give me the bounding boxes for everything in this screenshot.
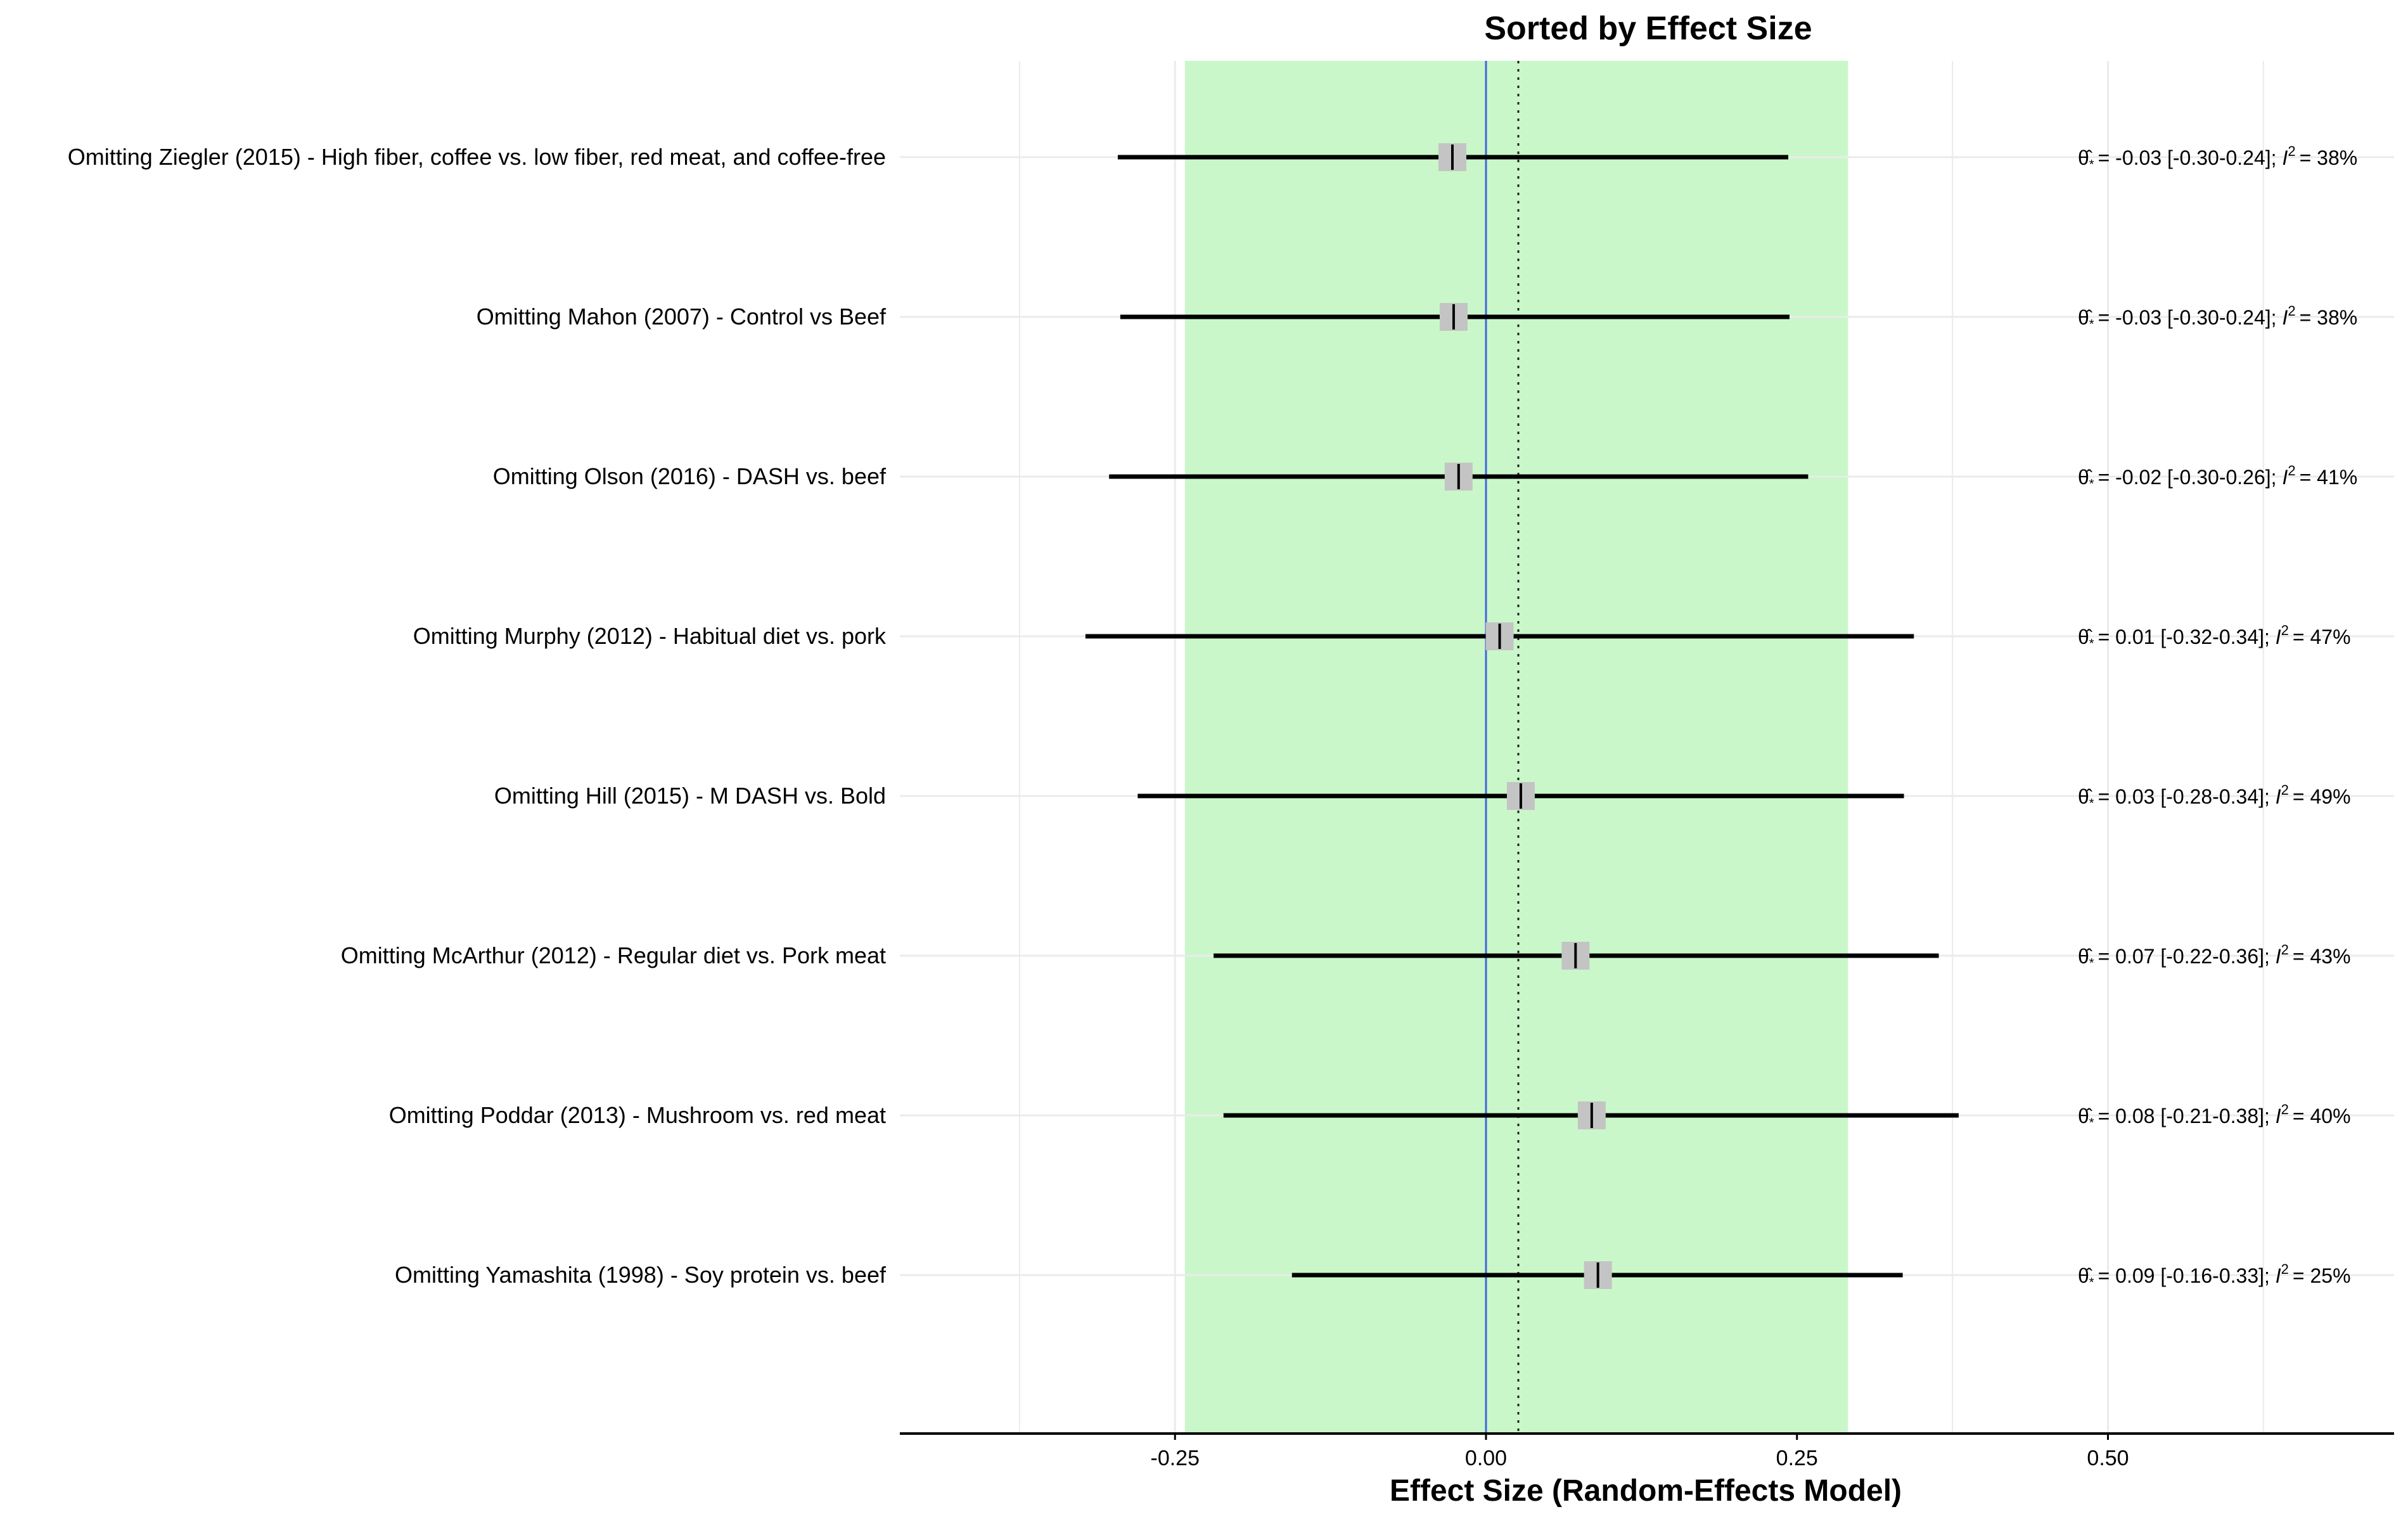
x-tick-label: -0.25 xyxy=(1151,1446,1200,1470)
chart-title: Sorted by Effect Size xyxy=(1484,10,1812,47)
x-axis-ticks: -0.25 0.00 0.25 0.50 xyxy=(1151,1434,2129,1470)
estimate-annotation: θ̂* = -0.03 [-0.30-0.24]; I2 = 38% xyxy=(2078,143,2357,172)
study-row: Omitting Mahon (2007) - Control vs Beef θ… xyxy=(477,303,2357,331)
estimate-annotation: θ̂* = 0.03 [-0.28-0.34]; I2 = 49% xyxy=(2078,782,2351,811)
x-axis-label: Effect Size (Random-Effects Model) xyxy=(1390,1474,1902,1508)
study-row: Omitting McArthur (2012) - Regular diet … xyxy=(341,942,2351,970)
study-label: Omitting Mahon (2007) - Control vs Beef xyxy=(477,304,887,330)
study-label: Omitting Olson (2016) - DASH vs. beef xyxy=(493,463,887,489)
study-row: Omitting Poddar (2013) - Mushroom vs. re… xyxy=(389,1101,2351,1130)
x-tick-label: 0.25 xyxy=(1776,1446,1818,1470)
study-label: Omitting Poddar (2013) - Mushroom vs. re… xyxy=(389,1102,886,1128)
estimate-annotation: θ̂* = -0.02 [-0.30-0.26]; I2 = 41% xyxy=(2078,463,2357,491)
estimate-annotation: θ̂* = 0.08 [-0.21-0.38]; I2 = 40% xyxy=(2078,1101,2351,1130)
estimate-annotation: θ̂* = 0.07 [-0.22-0.36]; I2 = 43% xyxy=(2078,942,2351,970)
study-label: Omitting Hill (2015) - M DASH vs. Bold xyxy=(494,783,886,809)
study-label: Omitting Ziegler (2015) - High fiber, co… xyxy=(68,144,886,170)
study-row: Omitting Hill (2015) - M DASH vs. Bold θ̂… xyxy=(494,782,2351,811)
estimate-annotation: θ̂* = 0.09 [-0.16-0.33]; I2 = 25% xyxy=(2078,1261,2351,1290)
pooled-ci-band xyxy=(1184,61,1848,1434)
study-label: Omitting Murphy (2012) - Habitual diet v… xyxy=(413,623,887,649)
estimate-annotation: θ̂* = 0.01 [-0.32-0.34]; I2 = 47% xyxy=(2078,622,2351,651)
study-label: Omitting McArthur (2012) - Regular diet … xyxy=(341,942,886,968)
study-rows: Omitting Ziegler (2015) - High fiber, co… xyxy=(68,143,2357,1290)
study-label: Omitting Yamashita (1998) - Soy protein … xyxy=(395,1262,887,1288)
x-tick-label: 0.00 xyxy=(1465,1446,1507,1470)
study-row: Omitting Ziegler (2015) - High fiber, co… xyxy=(68,143,2357,172)
study-row: Omitting Olson (2016) - DASH vs. beef θ̂*… xyxy=(493,463,2357,491)
study-row: Omitting Murphy (2012) - Habitual diet v… xyxy=(413,622,2351,651)
x-tick-label: 0.50 xyxy=(2087,1446,2129,1470)
estimate-annotation: θ̂* = -0.03 [-0.30-0.24]; I2 = 38% xyxy=(2078,303,2357,331)
study-row: Omitting Yamashita (1998) - Soy protein … xyxy=(395,1261,2351,1290)
